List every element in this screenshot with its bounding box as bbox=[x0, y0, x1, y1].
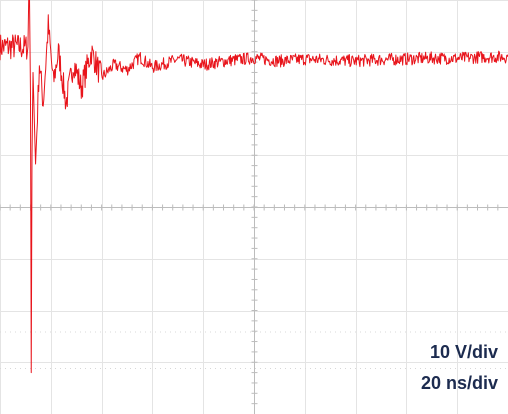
horizontal-scale-label: 20 ns/div bbox=[421, 373, 498, 393]
vertical-scale-label: 10 V/div bbox=[430, 342, 498, 362]
